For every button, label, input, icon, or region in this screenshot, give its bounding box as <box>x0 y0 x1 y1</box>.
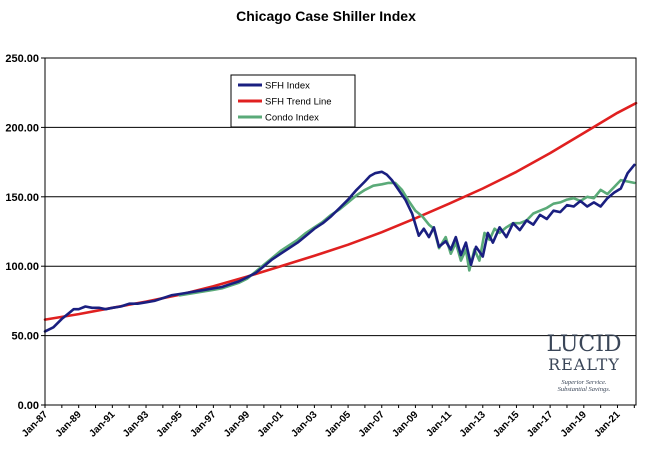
x-tick-label: Jan-13 <box>458 409 488 439</box>
y-tick-label: 50.00 <box>11 331 39 343</box>
x-tick-label: Jan-11 <box>424 409 454 439</box>
legend-label-sfh-index: SFH Index <box>265 81 310 92</box>
x-tick-label: Jan-21 <box>592 409 622 439</box>
y-axis-ticks: 0.00 50.00 100.00 150.00 200.00 250.00 <box>5 53 45 412</box>
x-tick-label: Jan-09 <box>390 409 420 439</box>
lucid-realty-logo: LUCID REALTY Superior Service. Substanti… <box>546 332 621 393</box>
legend-label-condo-index: Condo Index <box>265 113 319 124</box>
y-tick-label: 150.00 <box>5 192 39 204</box>
x-tick-label: Jan-05 <box>323 409 353 439</box>
y-tick-label: 0.00 <box>18 400 39 412</box>
x-tick-label: Jan-93 <box>121 409 151 439</box>
sfh-trend-line-line <box>43 101 638 321</box>
sfh-index-line <box>43 163 636 333</box>
x-tick-label: Jan-95 <box>155 409 185 439</box>
logo-tagline-1: Superior Service. <box>561 379 607 386</box>
x-tick-label: Jan-03 <box>289 409 319 439</box>
x-tick-label: Jan-87 <box>20 409 50 439</box>
x-tick-label: Jan-07 <box>357 409 387 439</box>
series-lines <box>43 101 638 333</box>
logo-tagline-2: Substantial Savings. <box>558 386 611 393</box>
legend-label-sfh-trend-line: SFH Trend Line <box>265 97 332 108</box>
logo-text-lucid: LUCID <box>546 332 621 357</box>
x-tick-label: Jan-01 <box>256 409 286 439</box>
x-axis-ticks: Jan-87 Jan-89 Jan-91 Jan-93 Jan-95 Jan-97 Jan-… <box>20 405 635 440</box>
x-tick-label: Jan-89 <box>54 409 84 439</box>
y-tick-label: 250.00 <box>5 53 39 65</box>
plot-border <box>44 57 637 406</box>
x-tick-label: Jan-99 <box>222 409 252 439</box>
logo-text-realty: REALTY <box>548 355 620 374</box>
x-tick-label: Jan-15 <box>491 409 521 439</box>
x-tick-label: Jan-91 <box>87 409 117 439</box>
y-tick-label: 100.00 <box>5 261 39 273</box>
chart-title: Chicago Case Shiller Index <box>236 8 416 24</box>
x-tick-label: Jan-97 <box>188 409 218 439</box>
y-tick-label: 200.00 <box>5 122 39 134</box>
x-tick-label: Jan-17 <box>525 409 555 439</box>
x-tick-label: Jan-19 <box>559 409 589 439</box>
legend: SFH Index SFH Trend Line Condo Index <box>230 74 356 128</box>
